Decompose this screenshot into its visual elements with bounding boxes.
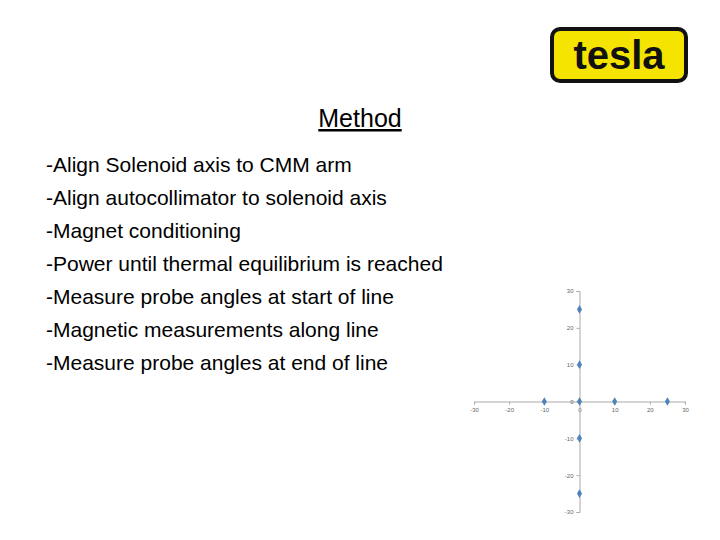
tick-label: 30 xyxy=(567,288,574,294)
point xyxy=(577,360,582,369)
bullet: -Align Solenoid axis to CMM arm xyxy=(46,153,352,176)
bullet: -Magnet conditioning xyxy=(46,219,241,242)
tick: -30 xyxy=(470,402,479,413)
point xyxy=(612,397,617,406)
tick-label: -30 xyxy=(470,407,479,413)
point xyxy=(577,434,582,443)
title: Method xyxy=(318,104,401,132)
tick-mark xyxy=(685,402,686,405)
tick-label: 20 xyxy=(647,407,654,413)
tick-label: 20 xyxy=(567,325,574,331)
point xyxy=(577,305,582,314)
logo-text: tesla xyxy=(573,33,665,77)
tick-mark xyxy=(509,402,510,405)
logo-box xyxy=(552,29,686,81)
background xyxy=(0,0,720,540)
bullet: -Measure probe angles at end of line xyxy=(46,351,388,374)
point xyxy=(577,397,582,406)
tick: -20 xyxy=(505,402,514,413)
tick-label: -20 xyxy=(505,407,514,413)
tick-label: -10 xyxy=(565,436,574,442)
tick: 20 xyxy=(647,402,654,413)
tick-label: 30 xyxy=(682,407,689,413)
tick-label: 10 xyxy=(567,362,574,368)
tick-mark xyxy=(577,291,580,292)
tick-mark xyxy=(577,328,580,329)
bullet: -Align autocollimator to solenoid axis xyxy=(46,186,387,209)
tick: -30 xyxy=(565,509,580,515)
points xyxy=(542,305,670,498)
logo: tesla xyxy=(552,29,686,81)
bullet: -Power until thermal equilibrium is reac… xyxy=(46,252,443,275)
point xyxy=(542,397,547,406)
tick-mark xyxy=(577,475,580,476)
bullet-list: -Align Solenoid axis to CMM arm -Align au… xyxy=(46,153,443,374)
tick-label: 10 xyxy=(612,407,619,413)
chart: -30-20-100102030-30-20-100102030 xyxy=(470,288,689,515)
bullet: -Measure probe angles at start of line xyxy=(46,285,394,308)
bullet: -Magnetic measurements along line xyxy=(46,318,379,341)
tick-label: -10 xyxy=(540,407,549,413)
tick-mark xyxy=(474,402,475,405)
tick: 20 xyxy=(567,325,580,331)
tick-mark xyxy=(577,512,580,513)
tick: 30 xyxy=(567,288,580,294)
slide: tesla Method -Align Solenoid axis to CMM a… xyxy=(0,0,720,540)
point xyxy=(577,489,582,498)
tick: 30 xyxy=(682,402,689,413)
tick: -20 xyxy=(565,473,580,479)
tick-label: -20 xyxy=(565,473,574,479)
tick-label: -30 xyxy=(565,509,574,515)
point xyxy=(665,397,670,406)
tick-label: 0 xyxy=(570,399,574,405)
tick-mark xyxy=(650,402,651,405)
